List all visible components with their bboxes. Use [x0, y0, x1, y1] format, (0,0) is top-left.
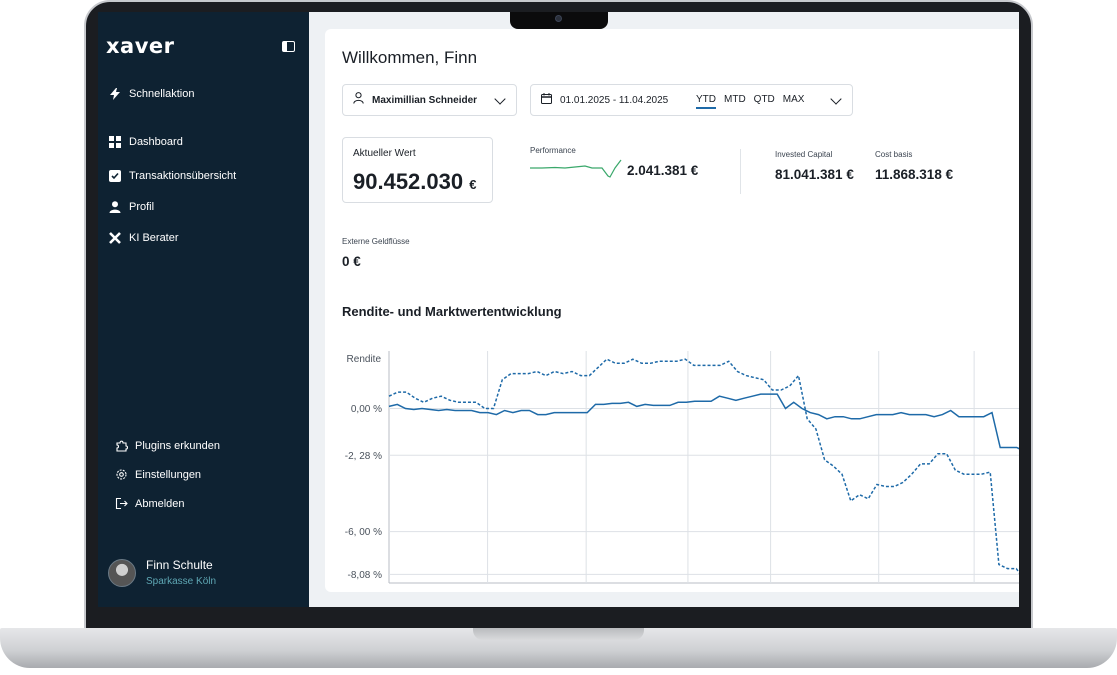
laptop-base-notch [473, 628, 644, 640]
current-value-number: 90.452.030 [353, 169, 464, 194]
sidebar-item-label: Dashboard [129, 136, 183, 148]
user-profile[interactable]: Finn Schulte Sparkasse Köln [108, 558, 216, 587]
tab-qtd[interactable]: QTD [753, 94, 775, 105]
logout-icon [115, 497, 128, 510]
person-icon [353, 91, 364, 109]
sidebar-item-schnellaktion[interactable]: Schnellaktion [109, 88, 194, 100]
tab-mtd[interactable]: MTD [724, 94, 746, 105]
sidebar-item-label: Plugins erkunden [135, 439, 221, 452]
performance-value: 2.041.381 € [627, 163, 699, 178]
sidebar-item-label: Schnellaktion [129, 88, 195, 100]
lightning-icon [109, 88, 121, 100]
sidebar-item-ki-berater[interactable]: KI Berater [109, 232, 179, 244]
sidebar-collapse-icon[interactable] [282, 41, 295, 52]
chevron-down-icon [830, 93, 842, 105]
checkbox-icon [109, 170, 121, 182]
puzzle-icon [115, 439, 128, 452]
sidebar: xaver Schnellaktion Dashboard Transaktio… [98, 12, 309, 607]
sidebar-item-plugins[interactable]: Plugins erkunden [115, 439, 220, 452]
tab-ytd[interactable]: YTD [696, 94, 716, 109]
y-axis-title: Rendite [347, 354, 382, 365]
invested-capital-label: Invested Capital [775, 150, 833, 159]
current-value-amount: 90.452.030 € [353, 169, 476, 195]
sidebar-item-transaktionen[interactable]: Transaktionsübersicht [109, 170, 236, 182]
user-name: Finn Schulte [146, 558, 213, 572]
sidebar-item-label: Transaktionsübersicht [129, 170, 237, 182]
divider [740, 149, 741, 194]
grid-icon [109, 136, 121, 148]
cost-basis-label: Cost basis [875, 150, 913, 159]
screen: xaver Schnellaktion Dashboard Transaktio… [98, 12, 1019, 607]
current-value-label: Aktueller Wert [353, 148, 416, 159]
period-tabs: YTD MTD QTD MAX [696, 94, 812, 109]
sidebar-item-einstellungen[interactable]: Einstellungen [115, 468, 201, 481]
performance-label: Performance [530, 146, 576, 155]
current-value-card: Aktueller Wert 90.452.030 € [342, 137, 493, 203]
calendar-icon [541, 91, 552, 109]
cost-basis-value: 11.868.318 € [875, 167, 954, 182]
y-tick-label: -8,08 % [348, 570, 383, 581]
page-title: Willkommen, Finn [342, 48, 478, 67]
x-logo-icon [109, 232, 121, 244]
external-flows-label: Externe Geldflüsse [342, 237, 410, 246]
logo[interactable]: xaver [106, 34, 175, 58]
series-line-dashed [388, 358, 1019, 574]
sidebar-item-label: KI Berater [129, 232, 179, 244]
sidebar-item-label: Abmelden [135, 497, 185, 510]
invested-capital-value: 81.041.381 € [775, 167, 854, 182]
sidebar-item-label: Einstellungen [135, 468, 202, 481]
current-value-currency: € [469, 177, 477, 192]
tab-max[interactable]: MAX [782, 94, 805, 105]
person-select[interactable]: Maximillian Schneider [342, 84, 517, 116]
chevron-down-icon [494, 93, 506, 105]
main-panel: Willkommen, Finn Maximillian Schneider 0… [325, 29, 1019, 592]
y-tick-label: 0,00 % [351, 404, 382, 415]
avatar [108, 558, 136, 587]
camera-icon [555, 15, 562, 22]
date-range-value: 01.01.2025 - 11.04.2025 [560, 94, 669, 106]
gear-icon [115, 468, 128, 481]
sidebar-item-label: Profil [129, 201, 155, 213]
chart-section-title: Rendite- und Marktwertentwicklung [342, 304, 562, 319]
date-range-select[interactable]: 01.01.2025 - 11.04.2025 YTD MTD QTD MAX [530, 84, 853, 116]
sidebar-item-dashboard[interactable]: Dashboard [109, 136, 183, 148]
sidebar-item-profil[interactable]: Profil [109, 201, 154, 213]
series-line-solid [388, 393, 1019, 450]
user-organization: Sparkasse Köln [146, 576, 217, 587]
y-tick-label: -2, 28 % [345, 451, 382, 462]
y-tick-label: -6, 00 % [345, 527, 382, 538]
person-select-value: Maximillian Schneider [372, 94, 478, 106]
sidebar-item-abmelden[interactable]: Abmelden [115, 497, 185, 510]
external-flows-value: 0 € [342, 254, 361, 269]
person-icon [109, 201, 121, 213]
performance-sparkline [530, 159, 622, 178]
